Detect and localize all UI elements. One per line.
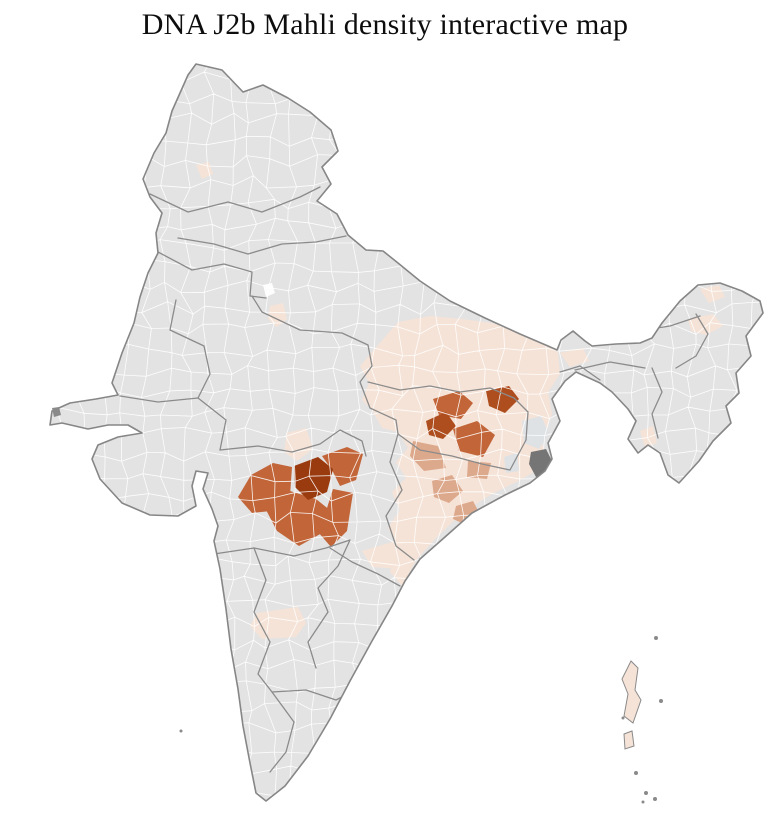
odisha-salmon-1[interactable] xyxy=(432,475,463,503)
small-island-dot xyxy=(179,729,183,733)
andaman-south-island[interactable] xyxy=(623,730,635,750)
jharkhand-dark-northeast[interactable] xyxy=(486,386,519,413)
jharkhand-salmon-se[interactable] xyxy=(467,461,491,479)
assam-district-1[interactable] xyxy=(598,294,641,316)
small-island-dot xyxy=(634,771,638,775)
small-island-dot xyxy=(653,797,657,801)
jharkhand-mid-south[interactable] xyxy=(453,421,495,457)
assam-district-2[interactable] xyxy=(688,314,723,335)
central-cluster-northeast[interactable] xyxy=(322,447,363,486)
central-cluster-peach-north[interactable] xyxy=(284,428,313,461)
small-island-dot xyxy=(641,800,645,804)
andaman-main-island[interactable] xyxy=(621,660,642,724)
assam-district-3[interactable] xyxy=(560,348,589,367)
tripura-district[interactable] xyxy=(640,426,657,447)
kolkata-district-2[interactable] xyxy=(504,453,519,473)
assam-district-4[interactable] xyxy=(622,316,656,336)
small-island-dot xyxy=(654,636,658,640)
india-outline xyxy=(49,63,764,802)
kolkata-district-1[interactable] xyxy=(522,416,549,449)
jharkhand-mid-north[interactable] xyxy=(433,391,473,419)
central-cluster-southeast[interactable] xyxy=(318,489,353,547)
islands xyxy=(52,407,663,804)
small-island-dot xyxy=(621,716,625,720)
coastal-andhra-district[interactable] xyxy=(362,541,416,569)
map-title: DNA J2b Mahli density interactive map xyxy=(141,8,629,41)
gujarat-coast-island[interactable] xyxy=(52,407,61,417)
central-cluster-core-darkest[interactable] xyxy=(294,457,333,500)
small-island-dot xyxy=(644,791,648,795)
small-island-dot xyxy=(659,699,663,703)
state-borders xyxy=(119,186,709,773)
